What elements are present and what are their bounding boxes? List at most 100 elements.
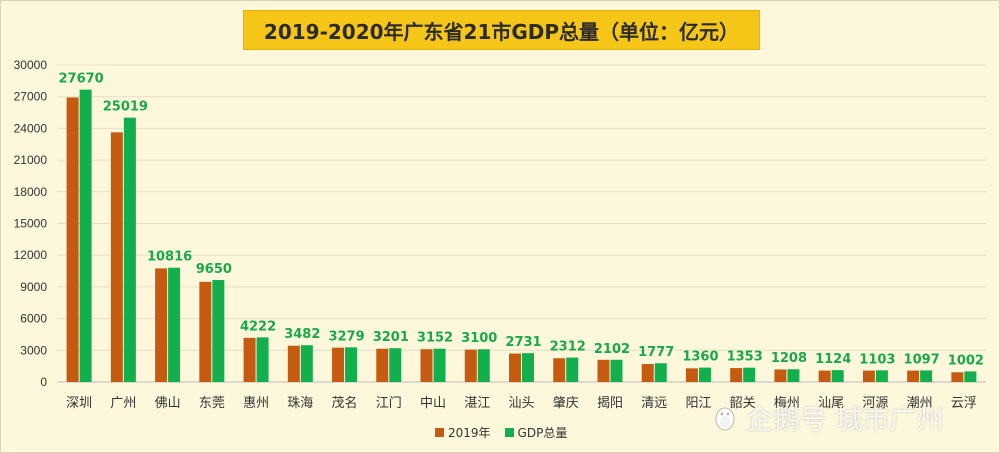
bar-2019: [951, 372, 964, 382]
bar-gdp: [831, 370, 844, 382]
data-label: 27670: [59, 72, 104, 87]
y-tick-label: 6000: [20, 312, 47, 326]
penguin-logo-icon: [715, 407, 735, 430]
bar-2019: [155, 268, 168, 382]
chart-title: 2019-2020年广东省21市GDP总量（单位：亿元）: [263, 19, 740, 44]
bar-gdp: [743, 367, 756, 382]
bar-2019: [730, 368, 743, 382]
data-label: 1124: [815, 352, 851, 367]
data-label: 1097: [904, 352, 940, 367]
data-label: 1353: [727, 350, 763, 365]
bar-2019: [287, 345, 300, 382]
bar-2019: [464, 349, 477, 382]
y-tick-label: 12000: [14, 248, 48, 262]
y-tick-label: 18000: [14, 185, 48, 199]
bar-gdp: [875, 370, 888, 382]
y-tick-label: 21000: [14, 153, 48, 167]
bar-2019: [907, 370, 920, 382]
bar-2019: [66, 97, 79, 382]
bar-2019: [553, 358, 566, 382]
bar-2019: [818, 370, 831, 382]
x-tick-label: 汕头: [508, 396, 534, 411]
x-tick-label: 中山: [420, 396, 446, 411]
data-label: 3482: [284, 327, 320, 342]
x-tick-label: 梅州: [774, 396, 800, 411]
x-tick-label: 深圳: [66, 396, 92, 411]
legend-label-2020: GDP总量: [517, 426, 568, 440]
watermark-text: 企鹅号 城市广州: [746, 405, 944, 436]
bar-2019: [110, 132, 123, 382]
data-label: 1208: [771, 351, 807, 366]
x-tick-label: 云浮: [951, 396, 977, 411]
y-tick-label: 15000: [14, 217, 48, 231]
bar-gdp: [566, 357, 579, 382]
x-tick-label: 肇庆: [553, 396, 579, 411]
data-label: 3279: [328, 329, 364, 344]
data-label: 2731: [505, 335, 541, 350]
bar-2019: [862, 370, 875, 382]
data-label: 10816: [147, 250, 192, 265]
chart-legend: 2019年 GDP总量: [435, 424, 581, 441]
bar-gdp: [522, 353, 534, 382]
bar-gdp: [477, 349, 490, 382]
legend-item-2019: 2019年: [435, 424, 491, 441]
legend-item-2020: GDP总量: [504, 424, 568, 441]
bar-gdp: [168, 267, 181, 382]
data-label: 1002: [948, 353, 984, 368]
x-tick-label: 汕尾: [818, 396, 844, 411]
x-tick-label: 佛山: [155, 396, 181, 411]
x-tick-label: 珠海: [287, 396, 313, 411]
bar-gdp: [79, 89, 92, 382]
data-label: 1103: [859, 352, 895, 367]
bar-2019: [199, 281, 212, 382]
bar-gdp: [610, 359, 623, 382]
x-tick-label: 阳江: [685, 396, 711, 411]
bar-2019: [376, 348, 389, 382]
y-tick-label: 24000: [14, 121, 48, 135]
bar-gdp: [920, 370, 933, 382]
bar-2019: [774, 369, 787, 382]
legend-swatch-2020: [504, 428, 514, 437]
y-tick-label: 9000: [20, 280, 47, 294]
watermark: 企鹅号 城市广州: [712, 398, 944, 437]
bar-2019: [420, 349, 433, 382]
bar-gdp: [256, 337, 269, 382]
x-tick-label: 湛江: [464, 396, 490, 411]
bar-gdp: [212, 280, 225, 382]
y-tick-label: 27000: [14, 90, 48, 104]
y-tick-label: 0: [40, 375, 47, 389]
bar-2019: [641, 364, 654, 382]
bar-gdp: [433, 348, 446, 382]
bar-gdp: [787, 369, 800, 382]
bar-2019: [597, 359, 610, 382]
chart-title-box: 2019-2020年广东省21市GDP总量（单位：亿元）: [243, 10, 760, 50]
data-label: 2102: [594, 342, 630, 357]
bar-gdp: [698, 367, 711, 382]
bar-2019: [685, 368, 698, 382]
x-tick-label: 河源: [862, 396, 888, 411]
bar-2019: [332, 347, 345, 382]
y-tick-label: 3000: [20, 343, 47, 357]
bar-gdp: [964, 371, 977, 382]
data-label: 1777: [638, 345, 674, 360]
bar-gdp: [345, 347, 358, 382]
legend-swatch-2019: [435, 428, 444, 437]
x-tick-label: 广州: [110, 396, 136, 411]
x-tick-label: 清远: [641, 396, 667, 411]
bar-gdp: [389, 348, 402, 382]
data-label: 3100: [461, 331, 497, 346]
bar-gdp: [300, 345, 313, 382]
y-tick-label: 30000: [14, 58, 48, 72]
bar-gdp: [123, 117, 136, 382]
bar-2019: [509, 353, 521, 382]
data-label: 4222: [240, 319, 276, 334]
data-label: 2312: [550, 340, 586, 355]
x-tick-label: 茂名: [332, 395, 358, 411]
data-label: 1360: [682, 350, 718, 365]
bar-2019: [243, 337, 256, 382]
data-label: 3152: [417, 331, 453, 346]
x-tick-label: 东莞: [199, 396, 225, 411]
x-tick-label: 韶关: [730, 395, 756, 411]
x-tick-label: 江门: [376, 396, 402, 411]
